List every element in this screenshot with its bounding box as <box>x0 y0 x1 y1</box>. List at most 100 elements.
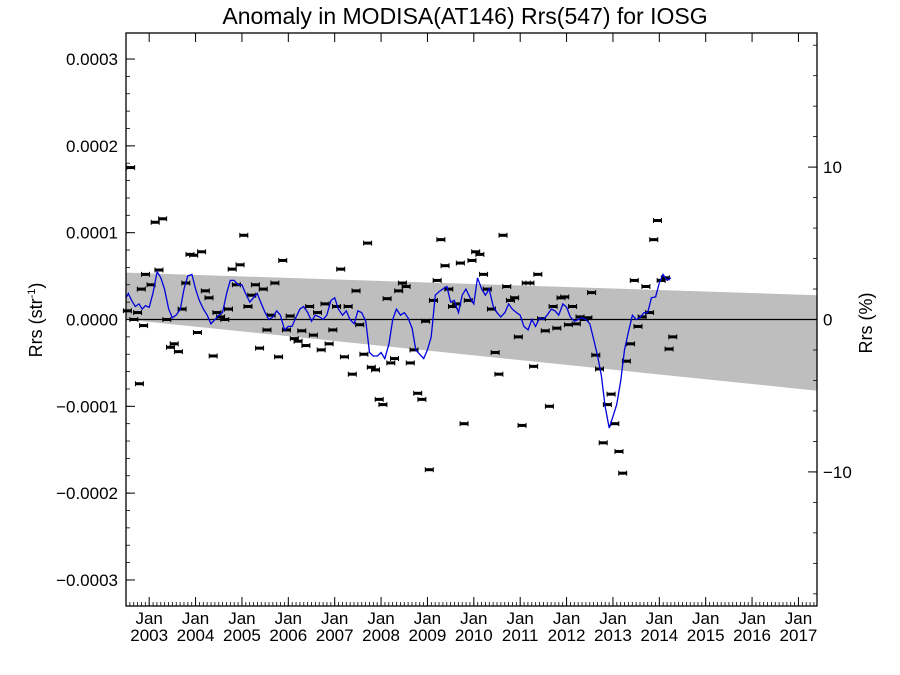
x-tick-year: 2004 <box>177 626 215 645</box>
data-point-mark <box>529 364 538 368</box>
data-point-mark <box>406 361 415 365</box>
data-point <box>359 351 369 357</box>
data-point <box>513 334 523 340</box>
data-point-mark <box>359 352 368 356</box>
data-point-mark <box>255 346 264 350</box>
data-point <box>126 165 136 171</box>
data-point-mark <box>320 302 329 306</box>
data-point-mark <box>549 304 558 308</box>
data-point <box>378 402 388 408</box>
data-point <box>390 356 400 362</box>
data-point <box>587 290 597 296</box>
data-point-mark <box>294 339 303 343</box>
x-tick-month: Jan <box>182 609 209 628</box>
x-tick-month: Jan <box>553 609 580 628</box>
y-axis-label-text: Rrs (str <box>26 298 46 357</box>
data-point <box>255 345 265 351</box>
data-point-mark <box>409 348 418 352</box>
data-point-mark <box>626 342 635 346</box>
data-point-mark <box>649 238 658 242</box>
data-point <box>285 313 295 319</box>
data-point <box>510 295 520 301</box>
data-point-mark <box>576 315 585 319</box>
data-point <box>281 327 291 333</box>
data-point <box>313 310 323 316</box>
data-point <box>328 327 338 333</box>
x-tick-year: 2009 <box>409 626 447 645</box>
data-point <box>197 249 207 255</box>
data-point <box>371 367 381 373</box>
y-tick-label: 0.0002 <box>66 137 118 156</box>
data-point-mark <box>541 329 550 333</box>
data-point-mark <box>216 315 225 319</box>
data-point-mark <box>475 252 484 256</box>
data-point <box>591 352 601 358</box>
data-point-mark <box>267 313 276 317</box>
data-point-mark <box>583 316 592 320</box>
data-point-mark <box>135 382 144 386</box>
data-point <box>173 349 183 355</box>
data-point-mark <box>413 391 422 395</box>
data-point <box>134 381 144 387</box>
data-point <box>140 271 150 277</box>
data-point <box>544 403 554 409</box>
data-point-mark <box>123 309 132 313</box>
data-point <box>633 323 643 329</box>
data-point <box>494 371 504 377</box>
data-point <box>475 251 485 257</box>
x-tick-month: Jan <box>785 609 812 628</box>
data-point <box>122 308 132 314</box>
x-tick-month: Jan <box>460 609 487 628</box>
y-tick-label: −0.0003 <box>56 571 118 590</box>
data-point <box>235 262 245 268</box>
y-tick-label: 0.0003 <box>66 50 118 69</box>
data-point <box>316 347 326 353</box>
data-point <box>401 284 411 290</box>
data-point <box>258 286 268 292</box>
data-point <box>610 421 620 427</box>
data-point-mark <box>448 304 457 308</box>
data-point <box>598 440 608 446</box>
data-point <box>525 280 535 286</box>
data-point-mark <box>371 368 380 372</box>
data-point-mark <box>309 333 318 337</box>
data-point-mark <box>133 311 142 315</box>
data-point <box>606 391 616 397</box>
data-point-mark <box>197 250 206 254</box>
data-point <box>490 349 500 355</box>
data-point-mark <box>158 217 167 221</box>
data-point-mark <box>193 331 202 335</box>
data-point-mark <box>510 296 519 300</box>
data-point-mark <box>471 250 480 254</box>
data-point-mark <box>375 397 384 401</box>
data-point-mark <box>638 315 647 319</box>
data-point-mark <box>483 287 492 291</box>
data-point <box>177 306 187 312</box>
x-tick-year: 2017 <box>780 626 818 645</box>
data-point-mark <box>552 326 561 330</box>
data-point <box>305 303 315 309</box>
data-point-mark <box>560 295 569 299</box>
data-point-mark <box>262 328 271 332</box>
data-point-mark <box>205 296 214 300</box>
data-point-mark <box>348 372 357 376</box>
data-point-mark <box>436 238 445 242</box>
data-point <box>583 315 593 321</box>
data-point-mark <box>402 285 411 289</box>
data-point-mark <box>147 283 156 287</box>
x-tick-month: Jan <box>738 609 765 628</box>
x-tick-month: Jan <box>692 609 719 628</box>
data-point <box>262 327 272 333</box>
data-point-mark <box>464 298 473 302</box>
x-tick-month: Jan <box>506 609 533 628</box>
y-axis-label: Rrs (str-1) <box>26 283 46 358</box>
y-axis-label-superscript: -1 <box>26 289 38 299</box>
y-axis-label-close: ) <box>26 283 46 289</box>
data-point-mark <box>313 311 322 315</box>
data-point-mark <box>425 468 434 472</box>
smoothed-series-line <box>125 270 672 429</box>
data-point-mark <box>668 335 677 339</box>
data-point-mark <box>499 233 508 237</box>
data-point <box>614 448 624 454</box>
x-tick-month: Jan <box>321 609 348 628</box>
